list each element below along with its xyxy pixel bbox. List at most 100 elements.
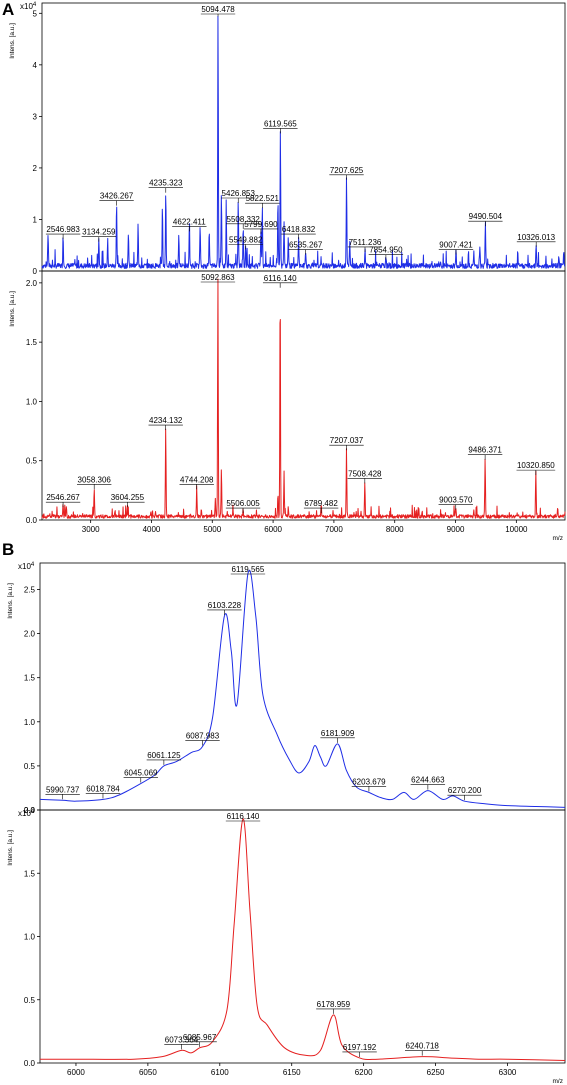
- y-axis-label: Intens. [a.u.]: [9, 23, 16, 59]
- panel-label-a: A: [2, 0, 14, 19]
- peak-label: 5508.332: [227, 215, 261, 224]
- peak-label: 5822.521: [246, 194, 280, 203]
- y-tick-label: 1.5: [24, 674, 36, 683]
- peak-label: 5094.478: [201, 5, 235, 14]
- peak-label: 5799.690: [244, 220, 278, 229]
- y-tick-label: 2: [33, 164, 38, 173]
- chart-b-top: 0.0 0.5 1.0 1.5 2.0 2.5 Intens. [a.u.] x104 5990…: [7, 562, 566, 815]
- peak-label: 2546.267: [46, 493, 80, 502]
- y-tick-label: 1.0: [24, 933, 36, 942]
- peak-label: 6116.140: [227, 812, 260, 821]
- peak-label: 6018.784: [86, 784, 120, 793]
- peak-label: 4235.323: [149, 179, 183, 188]
- peak-label: 5549.882: [229, 235, 263, 244]
- spectrum-line: [39, 569, 566, 808]
- y-tick-label: 1: [33, 215, 38, 224]
- y-tick-label: 0.0: [24, 1059, 36, 1068]
- x-tick-label: 6250: [427, 1068, 445, 1077]
- peak-label: 7511.236: [349, 238, 382, 247]
- peak-label: 2546.983: [46, 225, 80, 234]
- peak-label: 9007.421: [439, 241, 473, 250]
- peak-label: 9486.371: [468, 446, 502, 455]
- peak-label: 3058.306: [78, 475, 112, 484]
- plot-frame: [39, 809, 566, 1064]
- y-tick-label: 1.5: [26, 338, 38, 347]
- y-tick-label: 2.0: [24, 630, 36, 639]
- y-tick-label: 0.5: [24, 762, 36, 771]
- panel-label-b: B: [2, 540, 14, 559]
- y-tick-label: 0.5: [26, 457, 38, 466]
- peak-label: 9003.570: [439, 496, 473, 505]
- y-tick-label: 0.0: [26, 516, 38, 525]
- peak-label: 6203.679: [352, 777, 386, 786]
- y-tick-label: 2.5: [24, 585, 36, 594]
- peak-label: 4234.132: [149, 416, 183, 425]
- peak-label: 6535.267: [289, 241, 323, 250]
- spectrum-line: [41, 15, 566, 269]
- x-tick-label: 10000: [505, 525, 528, 534]
- y-tick-label: 1.0: [26, 397, 38, 406]
- chart-a-bottom: 0.0 0.5 1.0 1.5 2.0 Intens. [a.u.] 3000 4000 500…: [9, 270, 566, 542]
- peak-label: 9490.504: [469, 212, 503, 221]
- peak-label: 3426.267: [100, 192, 134, 201]
- peak-label: 6244.663: [411, 776, 445, 785]
- x-tick-label: 4000: [143, 525, 161, 534]
- y-multiplier: x104: [18, 809, 35, 818]
- y-axis-label: Intens. [a.u.]: [7, 583, 14, 619]
- peak-label: 6181.909: [321, 729, 355, 738]
- peak-label: 6085.967: [183, 1033, 217, 1042]
- y-tick-label: 2.0: [24, 806, 36, 815]
- peak-label: 6178.959: [317, 1000, 351, 1009]
- x-tick-label: 6300: [499, 1068, 517, 1077]
- peak-label: 6270.200: [448, 786, 482, 795]
- x-tick-label: 6050: [139, 1068, 157, 1077]
- peak-label: 7508.428: [348, 469, 382, 478]
- peak-label: 6119.565: [232, 565, 265, 574]
- x-tick-label: 6150: [283, 1068, 301, 1077]
- y-multiplier: x104: [18, 562, 35, 571]
- peak-label: 6789.482: [304, 499, 338, 508]
- chart-b-bottom: 0.0 0.5 1.0 1.5 2.0 Intens. [a.u.] x104 6000 605…: [7, 806, 566, 1085]
- y-tick-label: 0.0: [24, 806, 36, 815]
- spectrum-line: [41, 278, 566, 519]
- x-axis-label: m/z: [553, 1078, 563, 1085]
- peak-label: 6103.228: [208, 601, 242, 610]
- x-tick-label: 6100: [211, 1068, 229, 1077]
- y-tick-label: 5: [33, 9, 38, 18]
- y-axis-label: Intens. [a.u.]: [7, 830, 14, 866]
- peak-label: 10326.013: [517, 233, 555, 242]
- peak-label: 4744.208: [180, 475, 214, 484]
- peak-label: 6197.192: [343, 1043, 377, 1052]
- y-tick-label: 2.0: [26, 279, 38, 288]
- plot-frame: [41, 270, 566, 521]
- peak-label: 5990.737: [46, 785, 80, 794]
- peak-label: 3604.255: [111, 493, 145, 502]
- y-tick-label: 1.0: [24, 718, 36, 727]
- peak-label: 5092.863: [201, 273, 235, 282]
- y-multiplier: x104: [20, 2, 37, 11]
- y-tick-label: 4: [33, 61, 38, 70]
- peak-label: 5506.005: [226, 499, 260, 508]
- x-tick-label: 6000: [67, 1068, 85, 1077]
- peak-label: 6418.832: [282, 225, 316, 234]
- x-tick-label: 5000: [203, 525, 221, 534]
- plot-frame: [39, 562, 566, 811]
- peak-label: 6240.718: [406, 1042, 440, 1051]
- peak-label: 6119.565: [264, 119, 297, 128]
- x-tick-label: 7000: [325, 525, 343, 534]
- peak-label: 5426.853: [222, 189, 256, 198]
- x-tick-label: 6200: [355, 1068, 373, 1077]
- peak-label: 7207.037: [330, 436, 364, 445]
- peak-label: 7854.950: [369, 246, 403, 255]
- x-axis-label: m/z: [553, 535, 563, 542]
- y-tick-label: 1.5: [24, 869, 36, 878]
- peak-label: 4622.411: [173, 217, 206, 226]
- y-axis-label: Intens. [a.u.]: [9, 291, 16, 327]
- x-tick-label: 6000: [264, 525, 282, 534]
- peak-label: 6116.140: [264, 274, 297, 283]
- peak-label: 3134.259: [82, 228, 116, 237]
- peak-label: 6061.125: [147, 751, 181, 760]
- peak-label: 6045.069: [124, 769, 158, 778]
- y-tick-label: 0: [33, 267, 38, 276]
